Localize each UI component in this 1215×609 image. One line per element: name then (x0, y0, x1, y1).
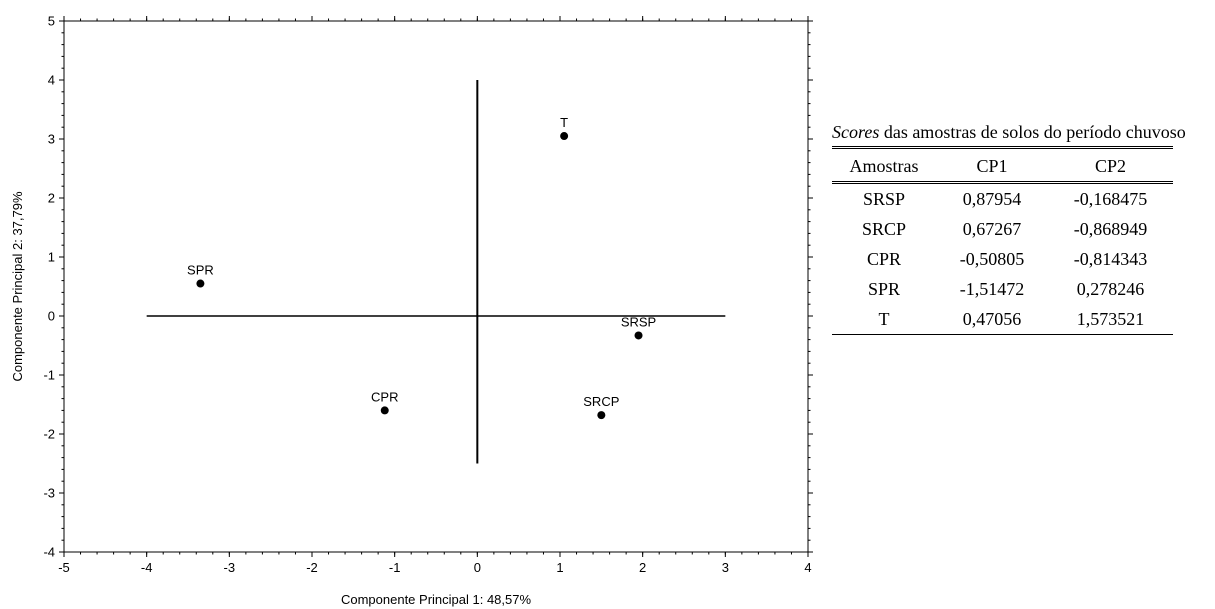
cell-sample: T (832, 304, 936, 335)
plot-frame (63, 20, 809, 553)
pca-scatter-chart: -5 -4 -3 -2 -1 0 1 2 3 4-4-3-2-1012345TSPRSRSPCPR… (10, 14, 813, 607)
y-tick-label: 4 (48, 73, 55, 88)
point-label-t: T (560, 115, 568, 130)
cell-cp2: -0,168475 (1073, 188, 1148, 209)
y-tick-label: -2 (43, 427, 55, 442)
data-point-cpr (380, 406, 389, 415)
data-point-srsp (634, 331, 643, 340)
y-tick-label: 3 (48, 132, 55, 147)
data-point-spr (196, 279, 205, 288)
cell-cp2: 1,573521 (1048, 304, 1173, 335)
scores-table-panel: Scores das amostras de solos do período … (832, 122, 1200, 335)
cell-cp2: 0,278246 (1076, 278, 1145, 299)
cell-cp1: -0,50805 (959, 248, 1025, 269)
point-label-srcp: SRCP (583, 394, 619, 409)
data-point-t (560, 132, 569, 141)
y-tick-label: 5 (48, 14, 55, 29)
table-caption-text: das amostras de solos do período chuvoso (879, 122, 1186, 142)
cell-sample: SPR (867, 278, 901, 299)
point-label-srsp: SRSP (621, 314, 656, 329)
cell-cp1: 0,47056 (936, 304, 1048, 335)
y-tick-label: 0 (48, 309, 55, 324)
table-caption: Scores das amostras de solos do período … (832, 122, 1200, 142)
cell-cp1: 0,67267 (962, 218, 1022, 239)
x-tick-label: 1 (556, 560, 563, 575)
x-tick-label: -5 (58, 560, 70, 575)
x-tick-label: 0 (474, 560, 481, 575)
y-axis-title: Componente Principal 2: 37,79% (10, 191, 25, 382)
x-axis-title: Componente Principal 1: 48,57% (341, 592, 532, 607)
cell-cp2: -0,814343 (1073, 248, 1148, 269)
x-tick-label: -3 (224, 560, 236, 575)
table-row: T 0,47056 1,573521 (832, 304, 1173, 335)
y-tick-label: 2 (48, 191, 55, 206)
data-point-srcp (597, 411, 606, 420)
cell-sample: SRSP (862, 188, 906, 209)
header-amostras: Amostras (849, 155, 919, 176)
y-tick-label: -1 (43, 368, 55, 383)
cell-sample: SRCP (861, 218, 907, 239)
y-tick-label: -3 (43, 486, 55, 501)
cell-cp1: -1,51472 (959, 278, 1025, 299)
header-cp1: CP1 (976, 155, 1008, 176)
x-tick-label: -2 (306, 560, 318, 575)
table-header-row: Amostras CP1 CP2 (832, 147, 1173, 183)
header-cp2: CP2 (1094, 155, 1127, 176)
x-tick-label: 4 (804, 560, 811, 575)
point-label-cpr: CPR (371, 389, 398, 404)
table-row: SPR -1,51472 0,278246 (832, 274, 1173, 304)
point-label-spr: SPR (187, 263, 214, 278)
cell-sample: CPR (866, 248, 902, 269)
table-row: SRSP 0,87954 -0,168475 (832, 183, 1173, 215)
cell-cp1: 0,87954 (962, 188, 1022, 209)
table-caption-italic: Scores (832, 122, 880, 142)
cell-cp2: -0,868949 (1073, 218, 1148, 239)
table-row: SRCP 0,67267 -0,868949 (832, 214, 1173, 244)
table-row: CPR -0,50805 -0,814343 (832, 244, 1173, 274)
x-tick-label: 2 (639, 560, 646, 575)
x-tick-label: -1 (389, 560, 401, 575)
y-tick-label: 1 (48, 250, 55, 265)
scores-table: Amostras CP1 CP2 SRSP 0,87954 -0,168475 … (832, 146, 1173, 335)
x-tick-label: 3 (722, 560, 729, 575)
y-tick-label: -4 (43, 545, 55, 560)
x-tick-label: -4 (141, 560, 153, 575)
